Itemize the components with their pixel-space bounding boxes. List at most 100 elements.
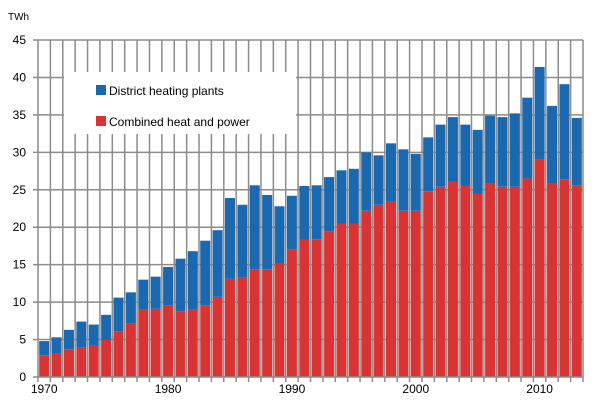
legend-swatch-chp (96, 116, 106, 126)
bar-district-heating-1991 (299, 186, 310, 240)
bar-district-heating-1978 (138, 279, 149, 310)
bar-district-heating-2005 (472, 129, 483, 194)
bar-district-heating-1970 (39, 341, 50, 356)
bar-district-heating-2010 (534, 66, 545, 160)
bar-district-heating-2013 (571, 117, 582, 186)
bar-district-heating-2008 (509, 113, 520, 187)
bar-district-heating-1981 (175, 258, 186, 312)
bar-district-heating-1979 (150, 276, 161, 309)
y-tick-label: 35 (13, 108, 27, 122)
x-tick-label: 2000 (402, 382, 429, 396)
bar-district-heating-2006 (485, 115, 496, 184)
x-tick-label: 1980 (155, 382, 182, 396)
bar-chp-1997 (373, 204, 384, 377)
bar-chp-2009 (522, 178, 533, 377)
bar-district-heating-1992 (311, 185, 322, 240)
bar-district-heating-1993 (324, 177, 335, 232)
bar-chp-2011 (547, 183, 558, 377)
y-tick-label: 25 (13, 183, 27, 197)
bar-district-heating-1977 (125, 292, 136, 324)
bar-chp-1988 (262, 269, 273, 377)
y-tick-label: 5 (19, 333, 26, 347)
bar-district-heating-2009 (522, 97, 533, 179)
bar-district-heating-1996 (361, 152, 372, 211)
legend-label-district-heating: District heating plants (109, 84, 224, 98)
bar-district-heating-1986 (237, 204, 248, 278)
bar-district-heating-1987 (249, 185, 260, 270)
y-tick-label: 30 (13, 145, 27, 159)
bar-chp-2003 (447, 181, 458, 377)
bar-chp-1984 (212, 296, 223, 377)
bar-district-heating-2000 (410, 153, 421, 211)
y-axis-unit-label: TWh (8, 12, 29, 23)
bar-chp-1992 (311, 239, 322, 377)
bar-chp-2005 (472, 193, 483, 377)
bar-chp-1977 (125, 323, 136, 377)
bar-district-heating-1985 (224, 198, 235, 279)
bar-chp-2001 (423, 191, 434, 377)
bar-chp-1975 (101, 339, 112, 377)
bar-chp-1985 (224, 278, 235, 377)
x-tick-label: 1970 (31, 382, 58, 396)
x-tick-label: 2010 (526, 382, 553, 396)
bar-chp-1978 (138, 309, 149, 377)
bar-district-heating-1973 (76, 321, 87, 348)
bar-chp-2004 (460, 186, 471, 377)
bar-district-heating-2012 (559, 84, 570, 180)
bar-chp-1989 (274, 263, 285, 377)
bar-district-heating-2004 (460, 124, 471, 187)
bar-district-heating-2003 (447, 117, 458, 182)
bar-district-heating-1999 (398, 149, 409, 211)
bar-chp-1996 (361, 210, 372, 377)
bar-chp-2013 (571, 185, 582, 377)
bar-chp-1976 (113, 331, 124, 377)
bar-chp-2002 (435, 186, 446, 377)
bar-district-heating-1997 (373, 155, 384, 205)
bar-chp-2008 (509, 186, 520, 377)
bar-district-heating-1983 (200, 240, 211, 306)
bar-chp-1986 (237, 277, 248, 377)
bar-chp-1972 (63, 349, 74, 377)
y-tick-label: 15 (13, 258, 27, 272)
bar-chp-2010 (534, 159, 545, 377)
bar-district-heating-1975 (101, 314, 112, 340)
bar-district-heating-1984 (212, 230, 223, 297)
bar-district-heating-2001 (423, 137, 434, 192)
bar-district-heating-1995 (348, 168, 359, 224)
y-tick-label: 20 (13, 220, 27, 234)
bar-district-heating-1974 (88, 324, 99, 346)
y-tick-label: 40 (13, 70, 27, 84)
y-tick-label: 0 (19, 370, 26, 384)
bar-chp-1979 (150, 308, 161, 377)
bar-district-heating-1998 (386, 143, 397, 202)
y-tick-label: 45 (13, 33, 27, 47)
x-tick-label: 1990 (279, 382, 306, 396)
bar-district-heating-1982 (187, 251, 198, 310)
bar-district-heating-1980 (163, 266, 174, 306)
legend-swatch-district-heating (96, 85, 106, 95)
legend: District heating plants Combined heat an… (64, 72, 296, 134)
bar-district-heating-1972 (63, 329, 74, 350)
bar-chp-1994 (336, 223, 347, 377)
bar-chp-1982 (187, 309, 198, 377)
bar-district-heating-1989 (274, 206, 285, 264)
bar-chp-1974 (88, 345, 99, 377)
bar-district-heating-2011 (547, 105, 558, 184)
bar-chp-1990 (286, 249, 297, 377)
bar-district-heating-1990 (286, 195, 297, 250)
bar-chp-1987 (249, 269, 260, 377)
bar-chp-1981 (175, 311, 186, 377)
bar-chp-1971 (51, 353, 62, 377)
bar-district-heating-2007 (497, 117, 508, 187)
bar-chp-1983 (200, 305, 211, 377)
bar-chp-1980 (163, 305, 174, 377)
bar-chp-1995 (348, 223, 359, 377)
bar-chp-1970 (39, 355, 50, 377)
bar-district-heating-1994 (336, 170, 347, 224)
bar-district-heating-2002 (435, 124, 446, 187)
bar-chp-1998 (386, 201, 397, 377)
bar-chp-2006 (485, 183, 496, 377)
legend-label-chp: Combined heat and power (109, 115, 250, 129)
bar-chp-1991 (299, 239, 310, 377)
